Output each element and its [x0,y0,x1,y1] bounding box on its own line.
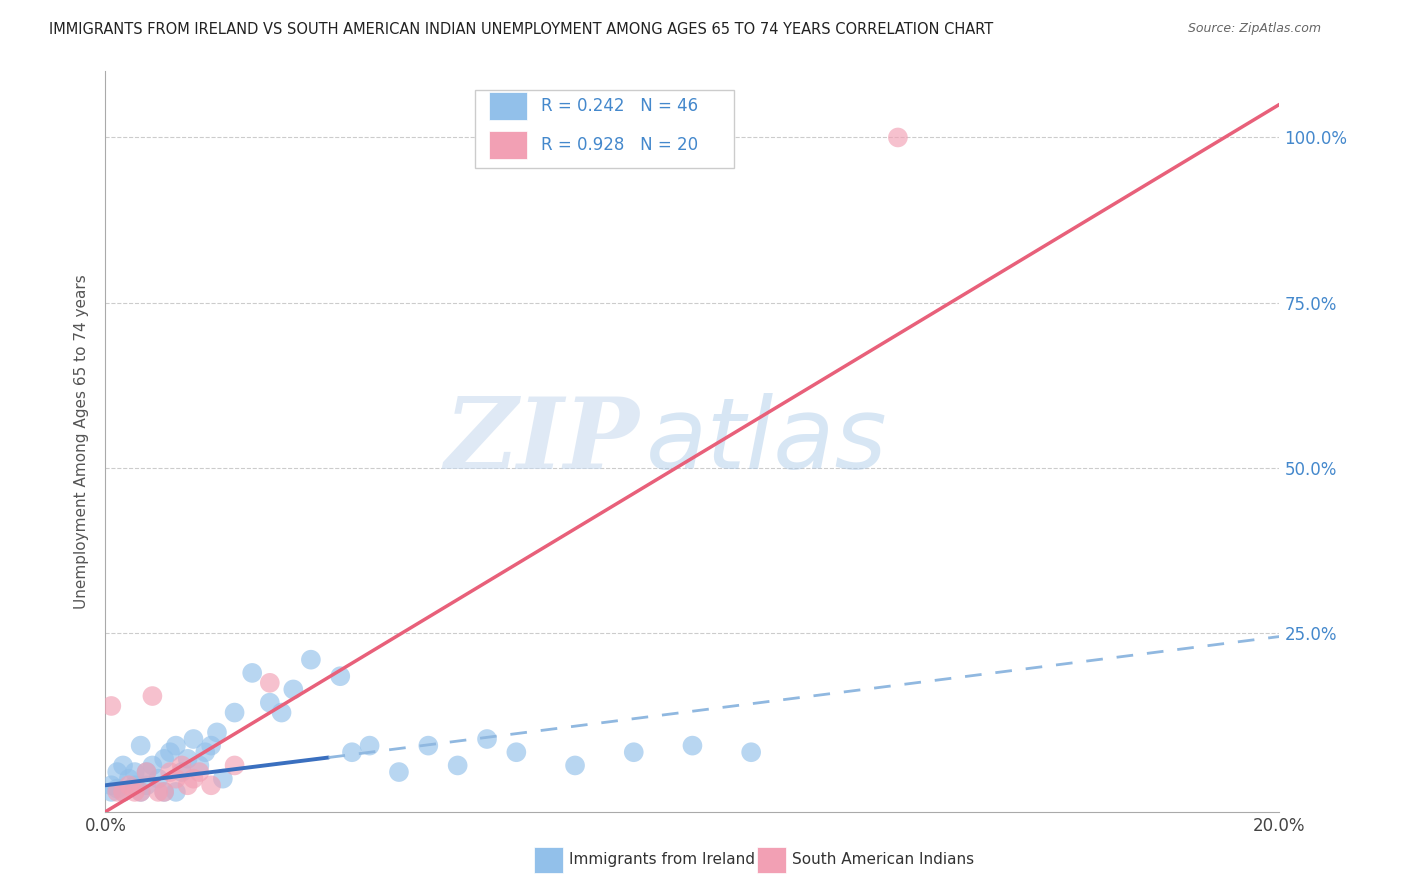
Point [388,765,411,780]
Point [129,785,152,799]
Point [129,785,152,799]
Point [475,731,498,746]
Text: South American Indians: South American Indians [792,853,974,867]
Point [112,758,135,772]
Point [135,778,157,792]
Point [176,778,198,792]
Point [224,706,246,720]
Point [153,785,176,799]
Point [100,698,122,713]
Point [259,696,281,710]
Point [299,653,322,667]
FancyBboxPatch shape [489,131,527,160]
Text: R = 0.242   N = 46: R = 0.242 N = 46 [541,97,699,115]
Y-axis label: Unemployment Among Ages 65 to 74 years: Unemployment Among Ages 65 to 74 years [75,274,90,609]
Point [141,758,163,772]
FancyBboxPatch shape [475,90,734,168]
Text: Source: ZipAtlas.com: Source: ZipAtlas.com [1188,22,1322,36]
Point [564,758,586,772]
Point [205,725,228,739]
Point [165,772,187,786]
Point [135,765,157,780]
Point [124,778,146,792]
Point [105,765,128,780]
Point [183,772,205,786]
Point [100,785,122,799]
Point [740,745,762,759]
Text: atlas: atlas [645,393,887,490]
Text: ZIP: ZIP [444,393,640,490]
Point [148,772,170,786]
Point [183,731,205,746]
Point [176,752,198,766]
Point [141,689,163,703]
Point [118,772,141,786]
Point [682,739,704,753]
Point [200,739,222,753]
Point [118,778,141,792]
Point [148,785,170,799]
Point [170,765,193,780]
Point [623,745,645,759]
Point [153,752,176,766]
Point [194,745,217,759]
Point [188,765,211,780]
Point [153,785,176,799]
Point [105,781,128,796]
Point [340,745,363,759]
Point [270,706,292,720]
Point [188,758,211,772]
Text: Immigrants from Ireland: Immigrants from Ireland [569,853,755,867]
Point [105,785,128,799]
Point [211,772,233,786]
Point [112,785,135,799]
Point [170,758,193,772]
Point [418,739,440,753]
Point [283,682,305,697]
FancyBboxPatch shape [756,847,786,873]
Point [240,665,263,680]
Point [159,765,181,780]
Point [159,745,181,759]
Point [165,739,187,753]
Point [447,758,470,772]
Point [505,745,527,759]
Point [887,130,910,145]
FancyBboxPatch shape [534,847,564,873]
Text: R = 0.928   N = 20: R = 0.928 N = 20 [541,136,699,154]
Point [124,785,146,799]
Point [200,778,222,792]
Text: IMMIGRANTS FROM IRELAND VS SOUTH AMERICAN INDIAN UNEMPLOYMENT AMONG AGES 65 TO 7: IMMIGRANTS FROM IRELAND VS SOUTH AMERICA… [49,22,994,37]
Point [135,765,157,780]
Point [359,739,381,753]
Point [124,765,146,780]
Point [329,669,352,683]
Point [129,739,152,753]
FancyBboxPatch shape [489,92,527,120]
Point [100,778,122,792]
Point [112,785,135,799]
Point [259,675,281,690]
Point [224,758,246,772]
Point [165,785,187,799]
